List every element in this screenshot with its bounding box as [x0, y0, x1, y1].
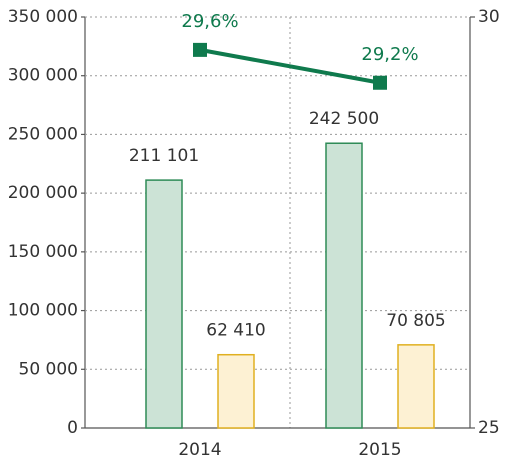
x-tick-label: 2015: [358, 440, 401, 460]
y-tick-label: 0: [67, 418, 78, 438]
data-label: 242 500: [309, 109, 379, 129]
y-tick-label: 50 000: [19, 359, 78, 379]
line-marker: [373, 75, 387, 90]
bar: [325, 142, 363, 429]
bar: [217, 353, 255, 429]
data-label: 29,6%: [181, 11, 238, 32]
line-marker: [193, 42, 207, 57]
y-tick-label: 100 000: [8, 301, 78, 321]
data-label: 62 410: [206, 321, 265, 341]
y-tick-label: 250 000: [8, 124, 78, 144]
y-tick-label: 150 000: [8, 242, 78, 262]
y-tick-label: 300 000: [8, 66, 78, 86]
data-label: 211 101: [129, 146, 199, 166]
bar: [397, 344, 435, 429]
line: [199, 47, 381, 85]
y-tick-label: 200 000: [8, 183, 78, 203]
data-label: 70 805: [386, 311, 445, 331]
x-tick-label: 2014: [178, 440, 221, 460]
data-label: 29,2%: [361, 44, 418, 65]
y2-tick-label: 30: [478, 7, 500, 27]
bar: [145, 179, 183, 429]
y2-tick-label: 25: [478, 418, 500, 438]
y-tick-label: 350 000: [8, 7, 78, 27]
